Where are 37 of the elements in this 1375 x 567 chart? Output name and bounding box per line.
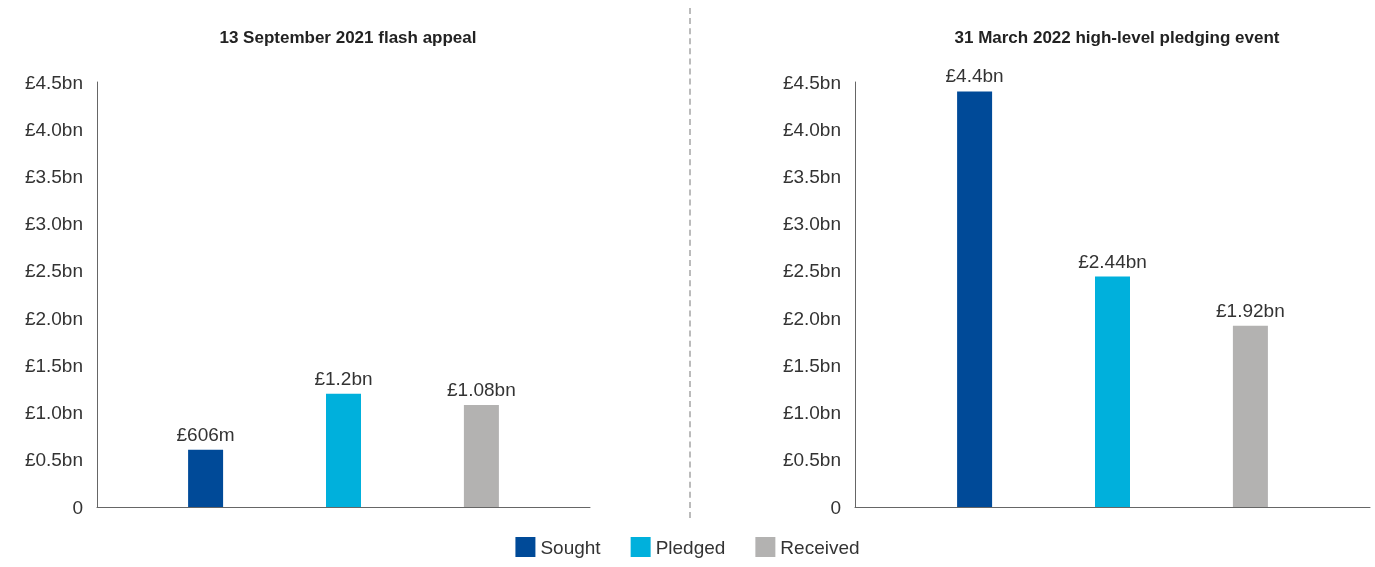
y-tick-label: £2.5bn	[782, 260, 841, 282]
chart-title: 13 September 2021 flash appeal	[219, 28, 477, 47]
y-tick-label: £2.5bn	[24, 260, 83, 282]
y-tick-label: £1.5bn	[24, 354, 83, 376]
y-tick-label: £3.0bn	[24, 213, 83, 235]
y-tick-label: £3.0bn	[782, 213, 841, 235]
y-tick-label: £4.5bn	[24, 71, 83, 93]
y-tick-label: £2.0bn	[782, 307, 841, 329]
bar	[326, 393, 361, 507]
data-label: £1.08bn	[447, 379, 516, 400]
y-tick-label: £2.0bn	[24, 307, 83, 329]
y-tick-label: £4.5bn	[782, 71, 841, 93]
y-tick-label: £1.5bn	[782, 354, 841, 376]
chart-title: 31 March 2022 high-level pledging event	[954, 28, 1280, 47]
y-tick-label: £0.5bn	[782, 449, 841, 471]
y-tick-label: £1.0bn	[24, 402, 83, 424]
y-tick-label: £3.5bn	[24, 165, 83, 187]
bar	[1095, 276, 1130, 507]
legend-label: Received	[780, 536, 860, 558]
data-label: £2.44bn	[1078, 250, 1147, 272]
y-tick-label: 0	[72, 496, 83, 518]
bar	[1232, 325, 1268, 507]
bar	[188, 449, 224, 507]
y-tick-label: £1.0bn	[782, 402, 841, 424]
bar	[957, 91, 993, 507]
data-label: £606m	[176, 423, 235, 445]
y-tick-label: £4.0bn	[24, 118, 83, 140]
y-tick-label: £0.5bn	[24, 449, 83, 471]
legend-label: Sought	[540, 536, 602, 558]
legend-label: Pledged	[655, 536, 726, 558]
bar	[463, 405, 499, 507]
y-tick-label: 0	[830, 496, 841, 518]
data-label: £1.2bn	[314, 367, 373, 389]
data-label: £4.4bn	[945, 65, 1004, 87]
y-tick-label: £4.0bn	[782, 118, 841, 140]
y-tick-label: £3.5bn	[782, 165, 841, 187]
data-label: £1.92bn	[1216, 299, 1285, 321]
